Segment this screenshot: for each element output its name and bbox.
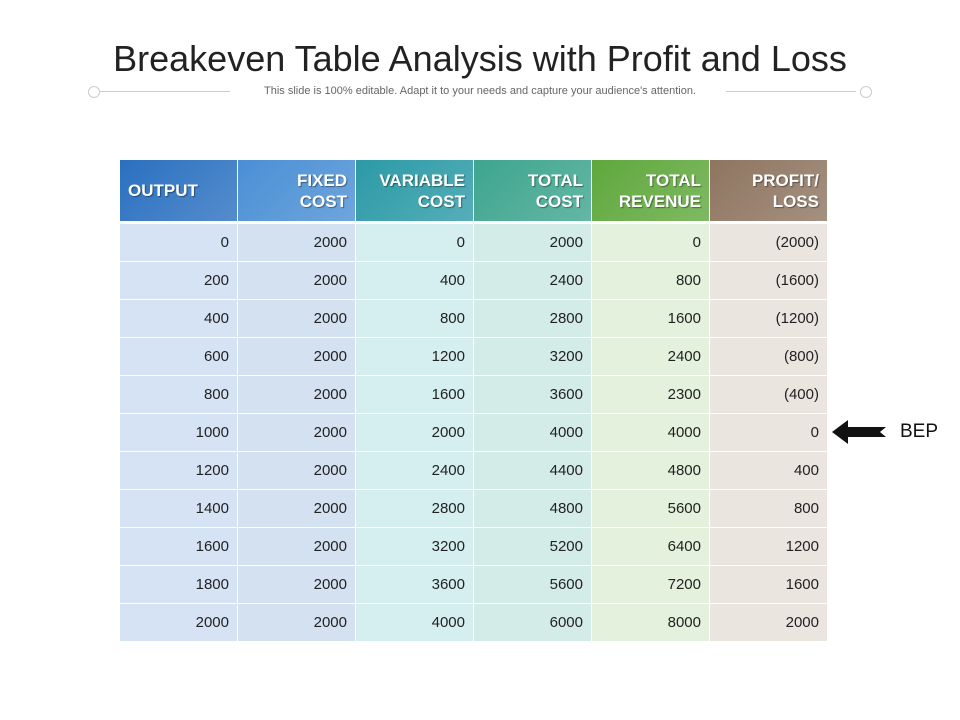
table-cell: 2000 bbox=[238, 490, 356, 527]
table-cell: 5200 bbox=[474, 528, 592, 565]
table-cell: (1200) bbox=[710, 300, 828, 337]
table-cell: 4000 bbox=[474, 414, 592, 451]
table-cell: 2000 bbox=[356, 414, 474, 451]
table-cell: 800 bbox=[356, 300, 474, 337]
table-cell: 5600 bbox=[592, 490, 710, 527]
table-cell: 1200 bbox=[710, 528, 828, 565]
bep-annotation: BEP bbox=[832, 418, 938, 446]
column-header: TOTAL COST bbox=[474, 160, 592, 221]
page-title: Breakeven Table Analysis with Profit and… bbox=[113, 38, 847, 79]
decor-ring bbox=[88, 86, 100, 98]
table-cell: 3200 bbox=[474, 338, 592, 375]
table-cell: 3600 bbox=[474, 376, 592, 413]
table-cell: 2000 bbox=[238, 338, 356, 375]
table-cell: 2000 bbox=[474, 224, 592, 261]
table-cell: 1000 bbox=[120, 414, 238, 451]
table-cell: 2000 bbox=[238, 224, 356, 261]
table-cell: 1600 bbox=[356, 376, 474, 413]
table-cell: 2000 bbox=[238, 414, 356, 451]
table-cell: 3200 bbox=[356, 528, 474, 565]
table-cell: 1200 bbox=[120, 452, 238, 489]
table-cell: 1600 bbox=[120, 528, 238, 565]
table-cell: 4800 bbox=[474, 490, 592, 527]
divider bbox=[100, 91, 230, 92]
table-cell: (1600) bbox=[710, 262, 828, 299]
table-cell: 4000 bbox=[356, 604, 474, 641]
table-cell: 2000 bbox=[238, 300, 356, 337]
divider bbox=[726, 91, 856, 92]
table-cell: 2000 bbox=[238, 604, 356, 641]
table-cell: 0 bbox=[710, 414, 828, 451]
subtitle: This slide is 100% editable. Adapt it to… bbox=[264, 85, 696, 97]
decor-ring bbox=[860, 86, 872, 98]
column-header: TOTAL REVENUE bbox=[592, 160, 710, 221]
table-cell: 600 bbox=[120, 338, 238, 375]
table-cell: 2400 bbox=[356, 452, 474, 489]
table-cell: 800 bbox=[592, 262, 710, 299]
table-cell: 1400 bbox=[120, 490, 238, 527]
breakeven-table: OUTPUT 0 200 400 600 800 1000 1200 1400 1600 1800 2… bbox=[120, 160, 828, 641]
table-cell: 0 bbox=[592, 224, 710, 261]
table-cell: 2000 bbox=[238, 452, 356, 489]
table-cell: 0 bbox=[356, 224, 474, 261]
bep-label: BEP bbox=[900, 421, 939, 442]
table-cell: 2400 bbox=[474, 262, 592, 299]
table-cell: 1200 bbox=[356, 338, 474, 375]
table-cell: (2000) bbox=[710, 224, 828, 261]
table-cell: 1600 bbox=[592, 300, 710, 337]
table-cell: 200 bbox=[120, 262, 238, 299]
table-cell: 8000 bbox=[592, 604, 710, 641]
table-cell: 2000 bbox=[238, 376, 356, 413]
table-cell: (800) bbox=[710, 338, 828, 375]
table-cell: 2000 bbox=[238, 528, 356, 565]
table-cell: 2800 bbox=[474, 300, 592, 337]
table-cell: 4400 bbox=[474, 452, 592, 489]
table-cell: 4000 bbox=[592, 414, 710, 451]
table-cell: 5600 bbox=[474, 566, 592, 603]
table-column: PROFIT/LOSS (2000) (1600) (1200) (800) (400) 0… bbox=[710, 160, 828, 641]
table-cell: 2300 bbox=[592, 376, 710, 413]
table-cell: 400 bbox=[356, 262, 474, 299]
table-cell: 4800 bbox=[592, 452, 710, 489]
table-cell: 2400 bbox=[592, 338, 710, 375]
table-column: TOTAL REVENUE 0 800 1600 2400 2300 4000 4800 5600… bbox=[592, 160, 710, 641]
table-cell: 800 bbox=[710, 490, 828, 527]
table-cell: 3600 bbox=[356, 566, 474, 603]
column-header: OUTPUT bbox=[120, 160, 238, 221]
table-cell: 400 bbox=[120, 300, 238, 337]
table-column: OUTPUT 0 200 400 600 800 1000 1200 1400 1600 1800 2… bbox=[120, 160, 238, 641]
table-cell: (400) bbox=[710, 376, 828, 413]
table-column: TOTAL COST 2000 2400 2800 3200 3600 4000 4400 480… bbox=[474, 160, 592, 641]
table-cell: 6000 bbox=[474, 604, 592, 641]
column-header: PROFIT/LOSS bbox=[710, 160, 828, 221]
table-cell: 0 bbox=[120, 224, 238, 261]
table-cell: 6400 bbox=[592, 528, 710, 565]
table-cell: 2000 bbox=[238, 566, 356, 603]
column-header: FIXED COST bbox=[238, 160, 356, 221]
table-cell: 1600 bbox=[710, 566, 828, 603]
table-cell: 7200 bbox=[592, 566, 710, 603]
arrow-left-icon bbox=[832, 420, 886, 444]
table-column: VARIABLE COST 0 400 800 1200 1600 2000 2400 2800 3… bbox=[356, 160, 474, 641]
table-cell: 1800 bbox=[120, 566, 238, 603]
table-cell: 400 bbox=[710, 452, 828, 489]
column-header: VARIABLE COST bbox=[356, 160, 474, 221]
table-cell: 2000 bbox=[238, 262, 356, 299]
table-cell: 2000 bbox=[120, 604, 238, 641]
table-cell: 2800 bbox=[356, 490, 474, 527]
table-column: FIXED COST 2000 2000 2000 2000 2000 2000 2000 200… bbox=[238, 160, 356, 641]
table-cell: 800 bbox=[120, 376, 238, 413]
table-cell: 2000 bbox=[710, 604, 828, 641]
